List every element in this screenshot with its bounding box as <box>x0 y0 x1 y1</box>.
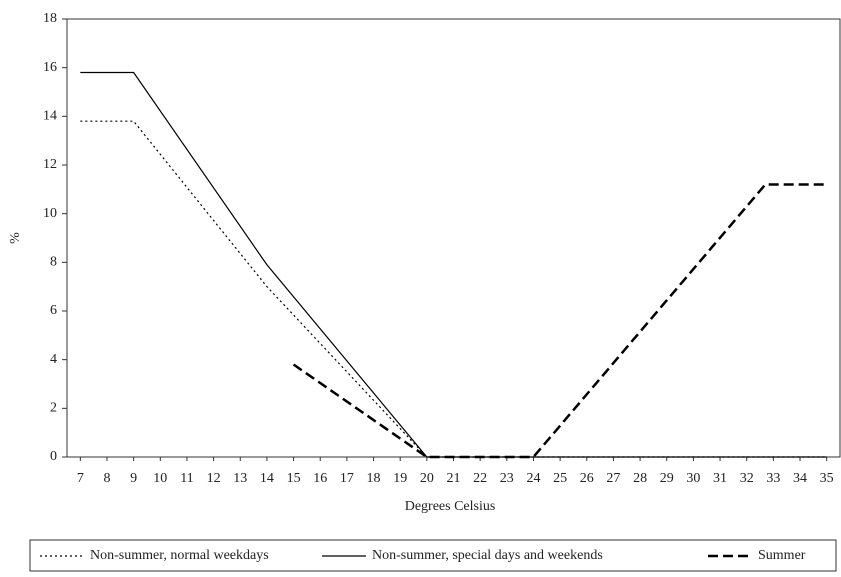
x-tick-label: 21 <box>447 471 461 486</box>
y-tick-label: 6 <box>50 303 57 318</box>
series-line <box>80 120 827 458</box>
x-tick-label: 24 <box>526 471 540 486</box>
y-tick-label: 0 <box>50 449 57 464</box>
x-tick-label: 27 <box>606 471 620 486</box>
legend-label: Summer <box>758 548 806 563</box>
y-tick-label: 14 <box>43 109 57 124</box>
x-tick-label: 26 <box>580 471 594 486</box>
x-tick-label: 35 <box>820 471 834 486</box>
x-tick-label: 34 <box>793 471 807 486</box>
x-tick-label: 12 <box>207 471 221 486</box>
y-tick-label: 16 <box>43 60 57 75</box>
y-tick-label: 2 <box>50 401 57 416</box>
x-tick-label: 11 <box>180 471 193 486</box>
x-tick-label: 13 <box>233 471 247 486</box>
x-tick-label: 14 <box>260 471 274 486</box>
legend-label: Non-summer, special days and weekends <box>372 548 603 563</box>
y-tick-label: 8 <box>50 255 57 270</box>
x-tick-label: 22 <box>473 471 487 486</box>
y-tick-label: 10 <box>43 206 57 221</box>
x-tick-label: 32 <box>740 471 754 486</box>
y-tick-label: 4 <box>50 352 57 367</box>
x-tick-label: 18 <box>367 471 381 486</box>
x-tick-label: 28 <box>633 471 647 486</box>
y-tick-label: 12 <box>43 157 57 172</box>
x-tick-label: 30 <box>686 471 700 486</box>
x-tick-label: 15 <box>287 471 301 486</box>
x-tick-label: 19 <box>393 471 407 486</box>
x-tick-label: 10 <box>153 471 167 486</box>
x-tick-label: 8 <box>103 471 110 486</box>
y-tick-label: 18 <box>43 11 57 26</box>
plot-frame <box>66 18 841 458</box>
x-tick-label: 31 <box>713 471 727 486</box>
series-line <box>292 183 827 459</box>
x-tick-label: 29 <box>660 471 674 486</box>
legend-label: Non-summer, normal weekdays <box>90 548 269 563</box>
legend-box <box>29 539 837 572</box>
x-tick-label: 20 <box>420 471 434 486</box>
y-axis-label: % <box>8 232 23 244</box>
x-tick-label: 33 <box>766 471 780 486</box>
x-tick-label: 23 <box>500 471 514 486</box>
x-tick-label: 16 <box>313 471 327 486</box>
x-tick-label: 7 <box>77 471 84 486</box>
x-tick-label: 25 <box>553 471 567 486</box>
x-axis-label: Degrees Celsius <box>405 499 496 514</box>
series-line <box>80 71 827 458</box>
x-tick-label: 9 <box>130 471 137 486</box>
x-tick-label: 17 <box>340 471 354 486</box>
